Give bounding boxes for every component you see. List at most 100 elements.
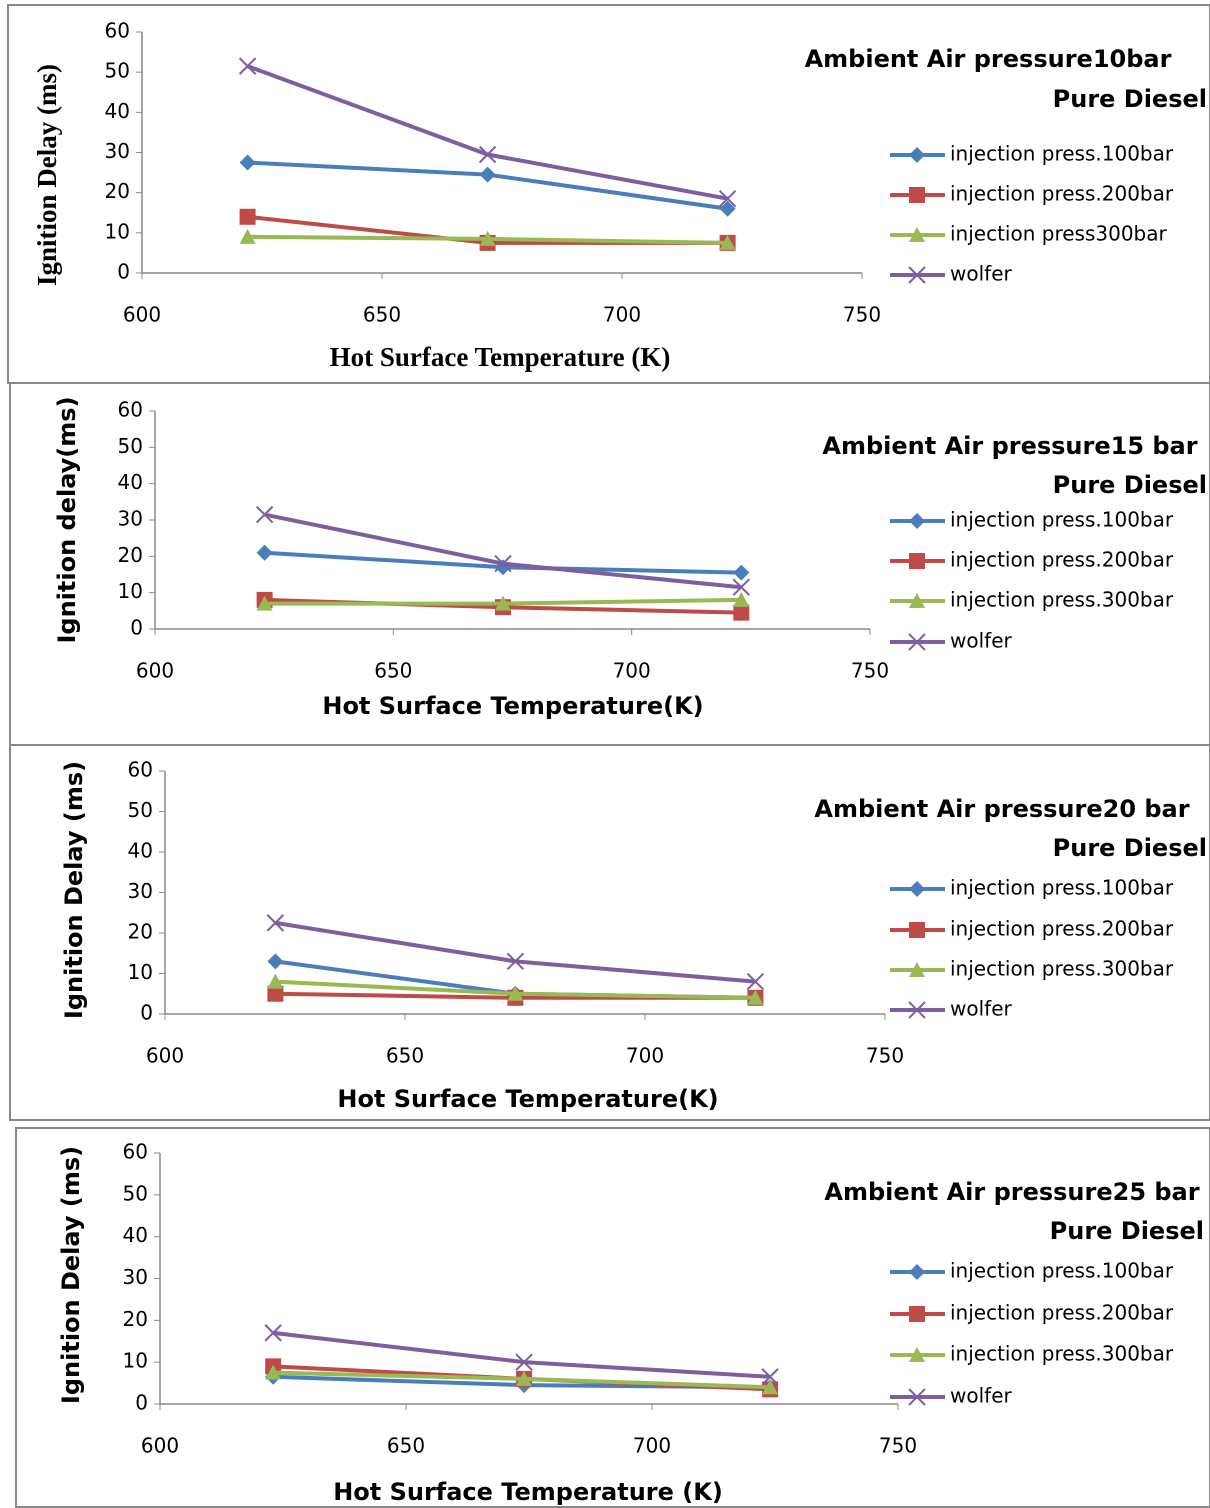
y-tick-label: 50: [105, 59, 130, 83]
legend-marker: [908, 1001, 926, 1019]
marker: [494, 595, 511, 611]
legend-label: injection press.200bar: [950, 182, 1174, 206]
marker: [732, 578, 751, 596]
x-tick-label: 650: [363, 303, 401, 327]
legend-label: injection press.100bar: [950, 142, 1174, 166]
marker: [494, 554, 512, 573]
marker: [478, 145, 497, 164]
legend-marker: [909, 513, 925, 529]
x-tick-label: 650: [374, 659, 412, 683]
marker: [746, 972, 765, 991]
legend-label: injection press300bar: [950, 222, 1168, 246]
marker: [238, 57, 257, 75]
legend-marker: [909, 593, 925, 608]
marker: [479, 230, 496, 246]
y-tick-label: 30: [128, 879, 153, 903]
x-tick-label: 750: [866, 1044, 904, 1068]
marker: [264, 1324, 282, 1342]
chart-title: Ambient Air pressure15 bar: [822, 432, 1197, 460]
legend-marker: [909, 187, 925, 203]
legend-label: wolfer: [950, 997, 1012, 1021]
marker: [265, 1364, 282, 1380]
legend-marker: [909, 962, 925, 977]
y-tick-label: 40: [123, 1223, 148, 1247]
legend-label: wolfer: [950, 629, 1012, 653]
y-tick-label: 10: [123, 1349, 148, 1373]
legend-marker: [908, 266, 926, 284]
x-tick-label: 750: [879, 1434, 917, 1458]
y-tick-label: 30: [118, 507, 143, 531]
legend-marker: [909, 1347, 925, 1362]
y-tick-label: 40: [128, 839, 153, 863]
marker: [515, 1353, 533, 1371]
legend-label: injection press.300bar: [950, 957, 1174, 981]
x-tick-label: 700: [626, 1044, 664, 1068]
legend-marker: [909, 881, 925, 897]
y-tick-label: 60: [128, 758, 153, 782]
marker: [479, 166, 496, 183]
legend-marker: [909, 553, 925, 569]
y-tick-label: 0: [130, 616, 143, 640]
legend-marker: [909, 1264, 925, 1280]
series-line: [264, 512, 742, 590]
marker: [267, 953, 284, 970]
legend-label: injection press.200bar: [950, 917, 1174, 941]
x-tick-label: 600: [146, 1044, 184, 1068]
marker: [719, 234, 736, 250]
legend-marker: [909, 1306, 925, 1322]
line-chart: 0 10 20 30 40 50 60 600 650 700 750 injection press…: [53, 396, 1207, 720]
y-tick-label: 0: [140, 1001, 153, 1025]
x-axis-label: Hot Surface Temperature (K): [330, 342, 671, 372]
panel-border: [15, 1127, 1210, 1508]
marker: [733, 604, 750, 621]
y-axis-label: Ignition Delay (ms): [57, 1146, 85, 1404]
chart-subtitle: Pure Diesel: [1053, 85, 1207, 113]
y-tick-label: 10: [105, 219, 130, 243]
legend-marker: [909, 147, 925, 163]
y-tick-label: 40: [105, 99, 130, 123]
y-tick-label: 60: [118, 398, 143, 422]
marker: [256, 595, 273, 611]
y-axis-label: Ignition delay(ms): [53, 396, 81, 643]
y-axis-label: Ignition Delay (ms): [60, 761, 88, 1019]
legend-label: wolfer: [950, 262, 1012, 286]
x-tick-label: 750: [851, 659, 889, 683]
marker: [507, 985, 524, 1001]
chart-title: Ambient Air pressure25 bar: [824, 1178, 1199, 1206]
marker: [718, 189, 737, 208]
y-tick-label: 20: [123, 1307, 148, 1331]
marker: [267, 973, 284, 989]
y-tick-label: 0: [117, 260, 130, 284]
y-tick-label: 10: [128, 960, 153, 984]
legend-label: injection press.200bar: [950, 548, 1174, 572]
line-chart: 0 10 20 30 40 50 60 600 650 700 750 injection press…: [60, 758, 1207, 1114]
x-tick-label: 700: [603, 303, 641, 327]
marker: [267, 985, 284, 1002]
y-tick-label: 20: [105, 179, 130, 203]
marker: [256, 544, 273, 561]
marker: [733, 591, 750, 607]
legend-label: injection press.300bar: [950, 1342, 1174, 1366]
y-tick-label: 50: [128, 798, 153, 822]
legend-marker: [908, 1388, 926, 1406]
legend-label: injection press.100bar: [950, 1259, 1174, 1283]
x-axis-label: Hot Surface Temperature (K): [333, 1478, 723, 1506]
marker: [516, 1370, 533, 1386]
marker: [239, 154, 256, 171]
line-chart: 0 10 20 30 40 50 60 600 650 700 750 injection press…: [57, 1140, 1204, 1507]
marker: [239, 208, 256, 225]
legend-marker: [908, 633, 926, 651]
legend-label: injection press.300bar: [950, 588, 1174, 612]
legend-marker: [909, 227, 925, 242]
x-axis-label: Hot Surface Temperature(K): [322, 692, 703, 720]
legend-marker: [909, 922, 925, 938]
legend-label: wolfer: [950, 1384, 1012, 1408]
x-tick-label: 600: [136, 659, 174, 683]
marker: [266, 914, 285, 932]
y-tick-label: 50: [118, 434, 143, 458]
x-axis-label: Hot Surface Temperature(K): [337, 1085, 718, 1113]
y-tick-label: 40: [118, 470, 143, 494]
x-tick-label: 700: [613, 659, 651, 683]
panel-border: [9, 744, 1210, 1121]
